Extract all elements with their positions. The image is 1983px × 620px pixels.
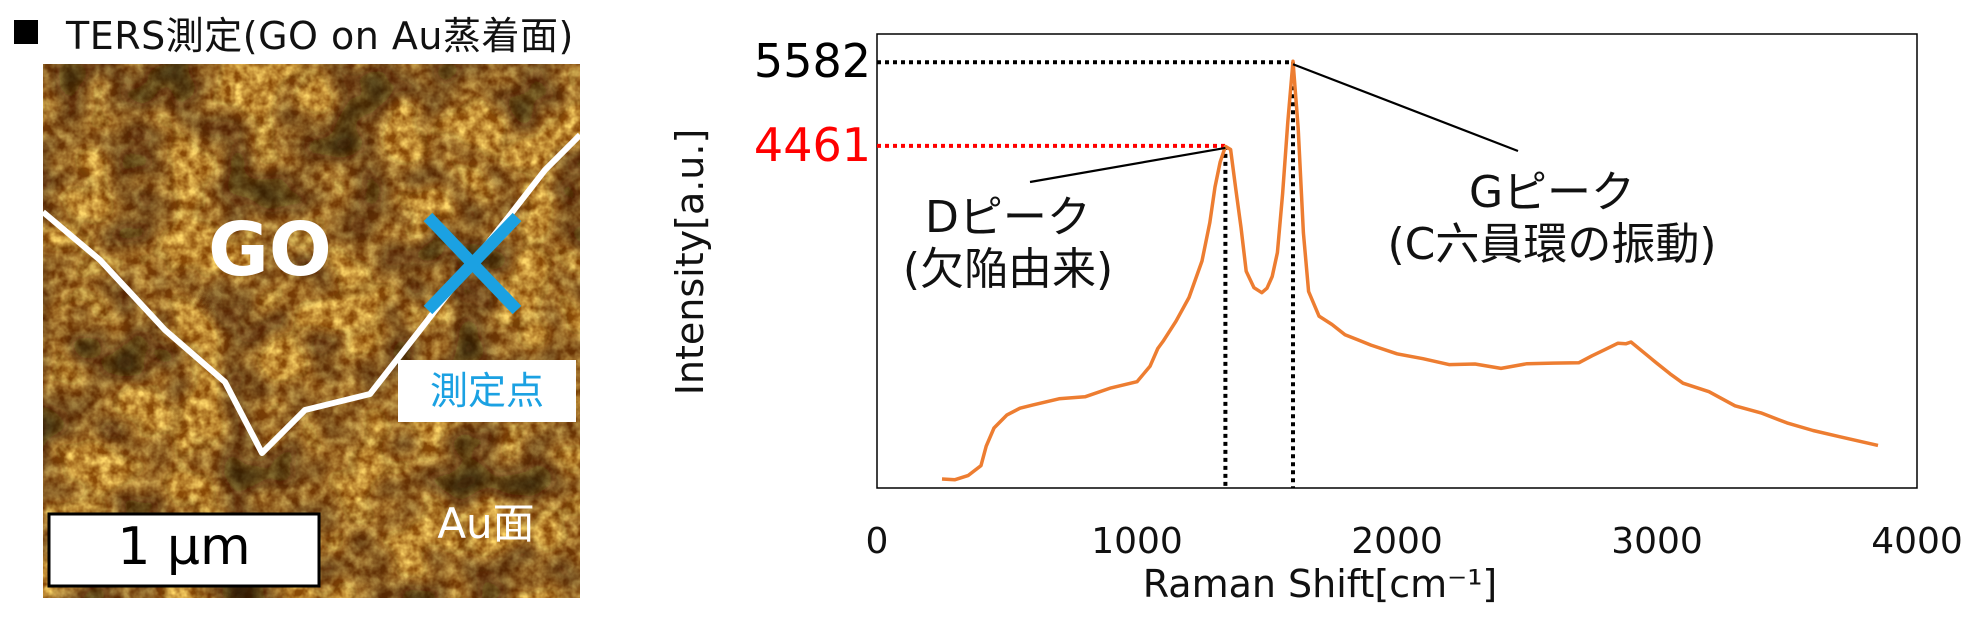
- afm-topography-image: [43, 64, 580, 598]
- g-peak-sublabel: (C六員環の振動): [1387, 219, 1716, 270]
- g-peak-callout-line: [1292, 63, 1519, 153]
- raman-spectrum-chart: 4461 5582 Dピーク(欠陥由来) Gピーク(C六員環の振動) 0 1000 20…: [668, 33, 1963, 606]
- x-tick-label: 1000: [1091, 521, 1183, 562]
- scale-bar-label: 1 μm: [117, 517, 250, 577]
- go-region-label: GO: [208, 207, 332, 293]
- plot-frame: [876, 33, 1918, 489]
- x-tick-label: 3000: [1611, 521, 1703, 562]
- heading: TERS測定(GO on Au蒸着面): [14, 2, 574, 62]
- heading-text: TERS測定(GO on Au蒸着面): [66, 13, 574, 58]
- raman-spectrum-series: [941, 59, 1879, 482]
- scale-bar-box: [47, 512, 321, 588]
- measurement-point-label: 測定点: [430, 369, 544, 413]
- bullet-square-icon: [14, 20, 38, 44]
- y-axis-label: Intensity[a.u.]: [668, 129, 712, 396]
- measurement-point-label-box: [398, 360, 576, 422]
- go-region-outline: [41, 132, 583, 456]
- x-axis-label: Raman Shift[cm⁻¹]: [1143, 562, 1498, 606]
- substrate-label: Au面: [437, 499, 534, 548]
- g-peak-label: Gピーク: [1469, 167, 1635, 218]
- d-peak-value-label: 4461: [754, 118, 871, 172]
- measurement-point-marker-icon: [423, 212, 522, 315]
- afm-image-panel: GO 測定点 Au面 1 μm: [41, 64, 583, 598]
- d-peak-callout-line: [1029, 146, 1226, 184]
- d-peak-label: Dピーク: [925, 192, 1091, 243]
- x-tick-label: 0: [866, 521, 889, 562]
- x-tick-label: 2000: [1351, 521, 1443, 562]
- x-tick-label: 4000: [1871, 521, 1963, 562]
- d-peak-sublabel: (欠陥由来): [903, 244, 1113, 295]
- g-peak-value-label: 5582: [754, 34, 871, 88]
